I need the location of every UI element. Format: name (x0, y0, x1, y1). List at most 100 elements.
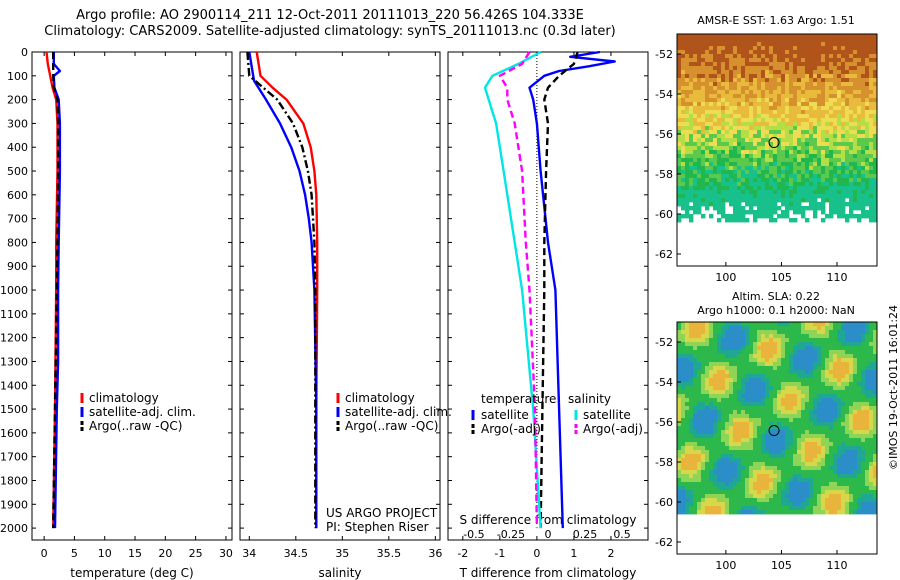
map-cell (721, 470, 726, 475)
map-cell (857, 174, 862, 179)
map-cell (701, 102, 706, 107)
map-cell (793, 38, 798, 43)
map-cell (773, 422, 778, 427)
map-cell (753, 182, 758, 187)
map-cell (725, 498, 730, 503)
map-cell (805, 150, 810, 155)
map-cell (841, 378, 846, 383)
map-cell (749, 390, 754, 395)
map-cell (705, 122, 710, 127)
map-cell (765, 98, 770, 103)
map-cell (849, 50, 854, 55)
map-cell (865, 122, 870, 127)
map-cell (785, 474, 790, 479)
map-cell (705, 494, 710, 499)
map-cell (873, 434, 877, 439)
map-cell (733, 46, 738, 51)
map-cell (869, 494, 874, 499)
map-cell (813, 438, 818, 443)
map-cell (841, 434, 846, 439)
map-cell (749, 98, 754, 103)
map-cell (805, 198, 810, 203)
map-cell (813, 98, 818, 103)
map-cell (693, 66, 698, 71)
map-cell (677, 398, 682, 403)
map-cell (789, 362, 794, 367)
map-cell (813, 42, 818, 47)
map-cell (805, 442, 810, 447)
map-cell (873, 182, 877, 187)
map-cell (757, 94, 762, 99)
map-cell (821, 54, 826, 59)
map-cell (821, 46, 826, 51)
map-cell (873, 486, 877, 491)
map-cell (725, 434, 730, 439)
map-cell (741, 438, 746, 443)
map-cell (765, 498, 770, 503)
map-cell (737, 378, 742, 383)
map-cell (689, 402, 694, 407)
map-cell (753, 138, 758, 143)
map-cell (717, 182, 722, 187)
map-cell (833, 130, 838, 135)
map-cell (761, 90, 766, 95)
map-cell (761, 498, 766, 503)
map-cell (769, 366, 774, 371)
map-cell (745, 122, 750, 127)
map-cell (729, 106, 734, 111)
map-cell (749, 110, 754, 115)
map-cell (761, 98, 766, 103)
map-cell (781, 58, 786, 63)
map-cell (733, 66, 738, 71)
map-cell (849, 442, 854, 447)
map-cell (689, 510, 694, 515)
map-cell (801, 142, 806, 147)
map-cell (849, 186, 854, 191)
map-cell (857, 450, 862, 455)
map-cell (769, 434, 774, 439)
map-cell (805, 390, 810, 395)
map-cell (733, 446, 738, 451)
map-cell (821, 478, 826, 483)
map-cell (821, 486, 826, 491)
map-cell (745, 426, 750, 431)
map-cell (733, 122, 738, 127)
map-cell (749, 454, 754, 459)
map-cell (857, 70, 862, 75)
map-cell (773, 158, 778, 163)
map-cell (861, 402, 866, 407)
map-cell (869, 466, 874, 471)
map-cell (801, 406, 806, 411)
map-cell (705, 150, 710, 155)
map-cell (741, 82, 746, 87)
map-cell (873, 82, 877, 87)
map-cell (781, 34, 786, 39)
map-cell (677, 186, 682, 191)
map-cell (689, 118, 694, 123)
map-cell (725, 346, 730, 351)
map-cell (741, 42, 746, 47)
map-cell (769, 406, 774, 411)
map-cell (701, 338, 706, 343)
map-cell (777, 194, 782, 199)
map-cell (705, 502, 710, 507)
map-cell (761, 354, 766, 359)
map-cell (813, 86, 818, 91)
map-cell (837, 390, 842, 395)
map-cell (713, 450, 718, 455)
map-cell (753, 362, 758, 367)
map-cell (793, 450, 798, 455)
map-cell (817, 158, 822, 163)
lat-tick-label: -58 (655, 456, 673, 469)
map-cell (713, 326, 718, 331)
map-cell (761, 466, 766, 471)
map-cell (713, 78, 718, 83)
map-cell (809, 350, 814, 355)
map-cell (677, 142, 682, 147)
map-cell (765, 358, 770, 363)
map-cell (721, 146, 726, 151)
map-cell (869, 338, 874, 343)
map-cell (765, 378, 770, 383)
map-cell (853, 102, 858, 107)
map-cell (689, 130, 694, 135)
